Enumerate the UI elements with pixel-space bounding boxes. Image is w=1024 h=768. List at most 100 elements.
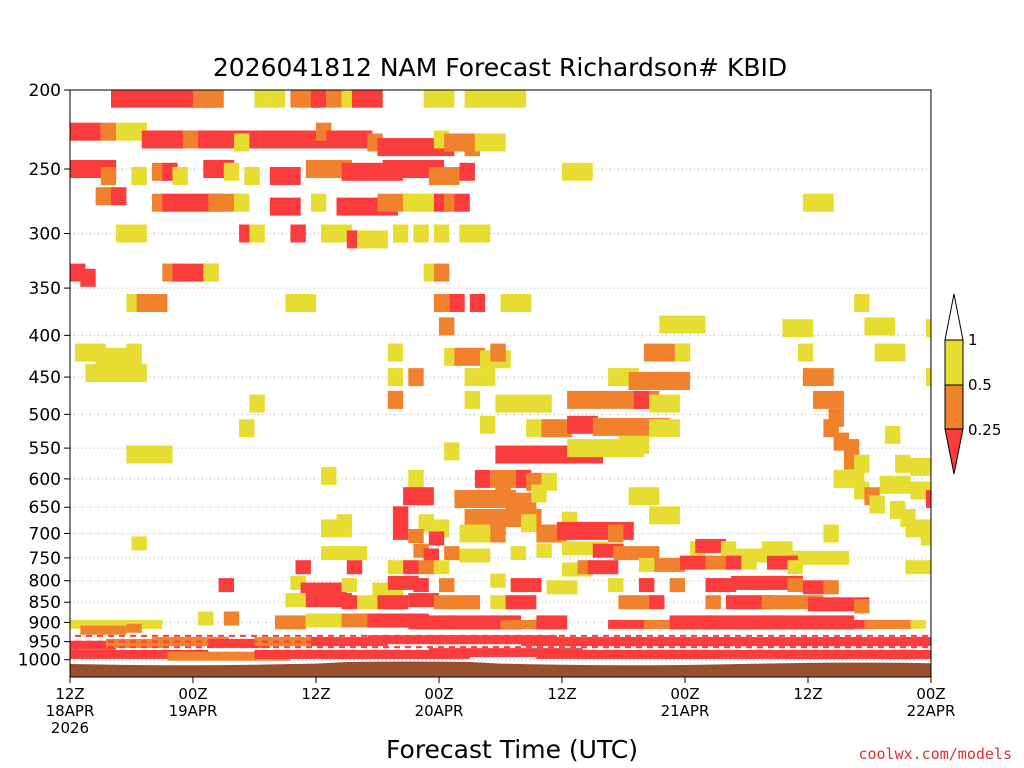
y-tick-label-600: 600 <box>29 470 61 490</box>
heatmap-cell <box>244 167 260 185</box>
heatmap-cell <box>526 419 542 438</box>
colorbar-label-1: 1 <box>968 331 978 349</box>
x-tick-label: 22APR <box>907 702 956 720</box>
heatmap-cell <box>884 426 901 444</box>
heatmap-cell <box>444 546 460 561</box>
heatmap-cell <box>392 521 409 540</box>
heatmap-cell <box>203 263 219 282</box>
heatmap-cell <box>536 543 552 558</box>
y-tick-label-1000: 1000 <box>18 651 61 671</box>
heatmap-cell <box>239 419 255 438</box>
heatmap-cell <box>480 415 496 434</box>
heatmap-cell <box>433 224 450 243</box>
heatmap-cell <box>208 193 240 212</box>
heatmap-cell <box>464 368 496 387</box>
heatmap-cell <box>254 90 270 108</box>
heatmap-cell <box>726 555 742 570</box>
heatmap-cell <box>423 90 455 108</box>
x-tick-label: 21APR <box>661 702 710 720</box>
heatmap-cell <box>413 224 429 243</box>
heatmap-cell <box>669 615 716 630</box>
heatmap-cell <box>408 469 424 488</box>
heatmap-cell <box>879 649 932 659</box>
heatmap-cell <box>536 649 721 659</box>
heatmap-cell <box>905 560 931 575</box>
plot-frame <box>69 89 932 678</box>
heatmap-cell <box>408 529 424 543</box>
heatmap-cell <box>567 415 598 434</box>
heatmap-cell <box>890 343 906 362</box>
x-tick-label: 20APR <box>415 702 464 720</box>
heatmap-cell <box>433 635 557 645</box>
y-tick-label-950: 950 <box>29 633 61 653</box>
heatmap-cell <box>111 90 219 108</box>
heatmap-cell <box>95 187 111 206</box>
heatmap-cell <box>797 343 814 362</box>
heatmap-cell <box>439 578 455 593</box>
y-tick-label-500: 500 <box>29 405 61 425</box>
heatmap-cell <box>459 548 491 563</box>
heatmap-cell <box>357 230 388 249</box>
colorbar-label-0-5: 0.5 <box>968 376 992 394</box>
heatmap-cell <box>608 637 747 647</box>
heatmap-cell <box>377 595 409 610</box>
heatmap-cell <box>587 560 619 575</box>
heatmap-cell <box>654 557 686 572</box>
heatmap-cell <box>500 294 532 312</box>
heatmap-cell <box>136 294 168 312</box>
heatmap-cell <box>223 611 240 626</box>
heatmap-cell <box>351 90 383 108</box>
heatmap-cell <box>126 343 142 362</box>
ground-layer <box>70 661 931 677</box>
heatmap-cell <box>813 390 844 409</box>
heatmap-cell <box>218 578 234 593</box>
heatmap-cell <box>198 611 214 626</box>
heatmap-cell <box>925 368 931 387</box>
heatmap-cell <box>628 546 660 561</box>
heatmap-cell <box>269 197 301 216</box>
ground-terrain <box>70 661 931 677</box>
heatmap-cell <box>387 560 404 575</box>
x-tick-label: 12Z <box>547 685 576 703</box>
heatmap-cell <box>172 167 188 185</box>
y-tick-label-750: 750 <box>29 549 61 569</box>
heatmap-cell <box>70 619 163 629</box>
y-tick-label-450: 450 <box>29 368 61 388</box>
heatmap-cell <box>439 317 455 336</box>
heatmap-cell <box>100 122 117 141</box>
heatmap-cell <box>823 524 839 543</box>
x-tick-label: 00Z <box>178 685 207 703</box>
heatmap-cell <box>459 162 475 181</box>
heatmap-cell <box>387 343 404 362</box>
heatmap-cell <box>234 193 250 212</box>
heatmap-cell <box>326 90 342 108</box>
heatmap-cell <box>290 224 306 243</box>
heatmap-cell <box>782 319 814 338</box>
heatmap-cell <box>787 578 803 593</box>
heatmap-cell <box>613 546 629 561</box>
colorbar-yellow-band <box>944 339 964 386</box>
x-axis-label: Forecast Time (UTC) <box>386 735 638 764</box>
heatmap-cell <box>823 580 839 595</box>
heatmap-cell <box>382 160 445 178</box>
heatmap-cell <box>618 595 650 610</box>
heatmap-cell <box>70 649 209 659</box>
heatmap-cell <box>387 575 419 590</box>
heatmap-cell <box>649 506 680 525</box>
y-tick-label-850: 850 <box>29 593 61 613</box>
heatmap-cell <box>305 613 352 628</box>
heatmap-cell <box>464 390 480 409</box>
heatmap-cell <box>341 578 357 593</box>
colorbar-label-0-25: 0.25 <box>968 421 1001 439</box>
heatmap-cell <box>223 162 240 181</box>
heatmap-cell <box>408 593 440 608</box>
heatmap-cell <box>854 294 870 312</box>
heatmap-cell <box>828 619 875 629</box>
heatmap-cell <box>608 619 655 629</box>
heatmap-cell <box>854 454 870 473</box>
heatmap-cell <box>695 538 727 553</box>
heatmap-cell <box>182 130 199 149</box>
heatmap-cell <box>480 90 527 108</box>
